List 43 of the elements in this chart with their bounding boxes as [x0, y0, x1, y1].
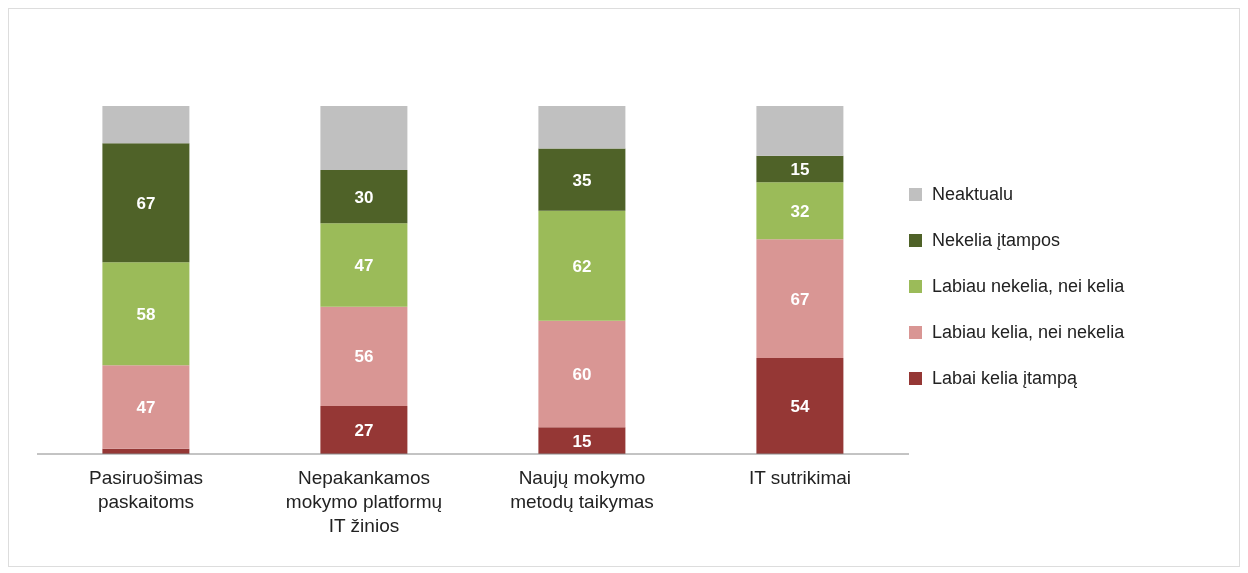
legend-label: Neaktualu: [932, 184, 1014, 205]
bar: [538, 106, 626, 149]
data-label: 67: [136, 193, 156, 213]
bar: [756, 106, 844, 156]
bar: [320, 106, 408, 170]
bar: [756, 155, 844, 183]
x-tick-label: Pasiruošimas paskaitoms: [88, 467, 204, 512]
bar: [756, 358, 844, 454]
data-label: 32: [790, 201, 810, 221]
data-label: 15: [790, 160, 810, 180]
bar: [538, 320, 626, 428]
bar: [538, 148, 626, 211]
bar: [320, 406, 408, 454]
x-tick-label: Naujų mokymo metodų taikymas: [510, 467, 654, 512]
bar: [102, 365, 190, 449]
bar: [320, 169, 408, 224]
data-label: 62: [572, 256, 592, 276]
legend-label: Labai kelia įtampą: [932, 368, 1078, 389]
data-label: 54: [790, 397, 810, 417]
data-label: 47: [354, 255, 374, 275]
legend-label: Labiau kelia, nei nekelia: [932, 322, 1125, 343]
bar: [102, 106, 190, 144]
legend-label: Nekelia įtampos: [932, 230, 1061, 251]
data-label: 35: [572, 170, 592, 190]
bar: [756, 182, 844, 240]
data-label: 60: [572, 365, 592, 385]
x-tick-label: Nepakankamos mokymo platformų IT žinios: [285, 467, 443, 536]
bar: [102, 262, 190, 366]
data-label: 27: [354, 421, 374, 441]
bar: [538, 210, 626, 321]
x-tick-label: IT sutrikimai: [748, 467, 852, 488]
data-label: 30: [354, 187, 374, 207]
bar: [320, 223, 408, 307]
data-label: 56: [354, 347, 374, 367]
bar: [538, 427, 626, 454]
data-label: 15: [572, 431, 592, 451]
data-label: 67: [790, 289, 810, 309]
bar: [102, 143, 190, 263]
legend-label: Labiau nekelia, nei kelia: [932, 276, 1125, 297]
data-label: 58: [136, 304, 156, 324]
data-label: 47: [136, 397, 156, 417]
bar: [320, 306, 408, 407]
bar: [756, 239, 844, 359]
